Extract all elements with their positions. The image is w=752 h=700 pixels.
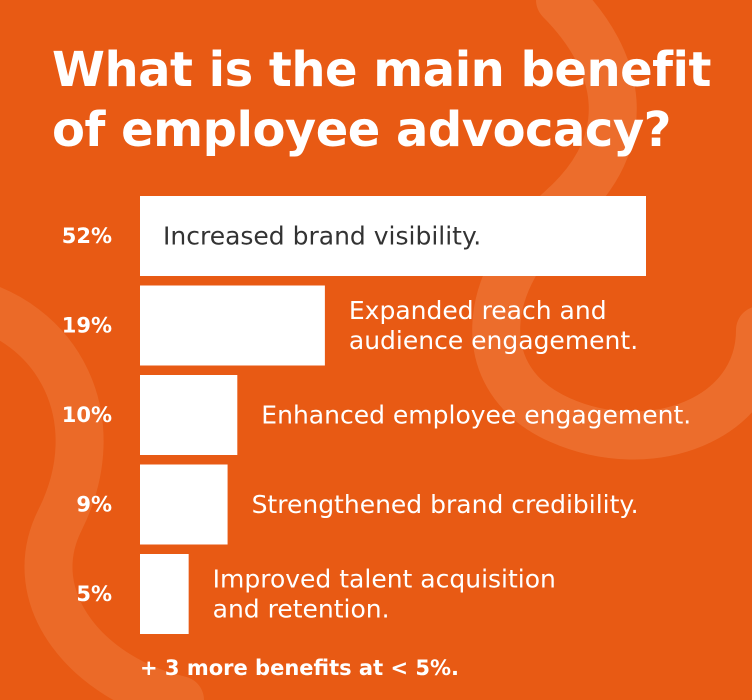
value-label: 9% <box>76 493 112 517</box>
category-label: Increased brand visibility. <box>163 222 481 251</box>
category-label-line: Increased brand visibility. <box>163 222 481 251</box>
category-label-line: Expanded reach and <box>349 296 607 325</box>
bar <box>140 285 325 366</box>
value-label: 10% <box>62 403 112 427</box>
bar <box>140 464 228 545</box>
chart-title: What is the main benefit of employee adv… <box>52 42 711 158</box>
category-label-line: Improved talent acquisition <box>213 565 556 594</box>
bar <box>140 554 189 634</box>
footnote: + 3 more benefits at < 5%. <box>140 656 459 680</box>
category-label: Strengthened brand credibility. <box>252 490 639 519</box>
value-label: 5% <box>76 582 112 606</box>
category-label-line: and retention. <box>213 595 390 624</box>
bar <box>140 196 646 276</box>
category-label-line: Enhanced employee engagement. <box>261 401 691 430</box>
bar <box>140 375 238 455</box>
category-label: Expanded reach and audience engagement. <box>349 296 638 355</box>
category-label: Improved talent acquisition and retention… <box>213 565 556 624</box>
category-label-line: Strengthened brand credibility. <box>252 490 639 519</box>
value-label: 52% <box>62 224 112 248</box>
category-label-line: audience engagement. <box>349 326 638 355</box>
value-label: 19% <box>62 314 112 338</box>
category-label: Enhanced employee engagement. <box>261 401 691 430</box>
